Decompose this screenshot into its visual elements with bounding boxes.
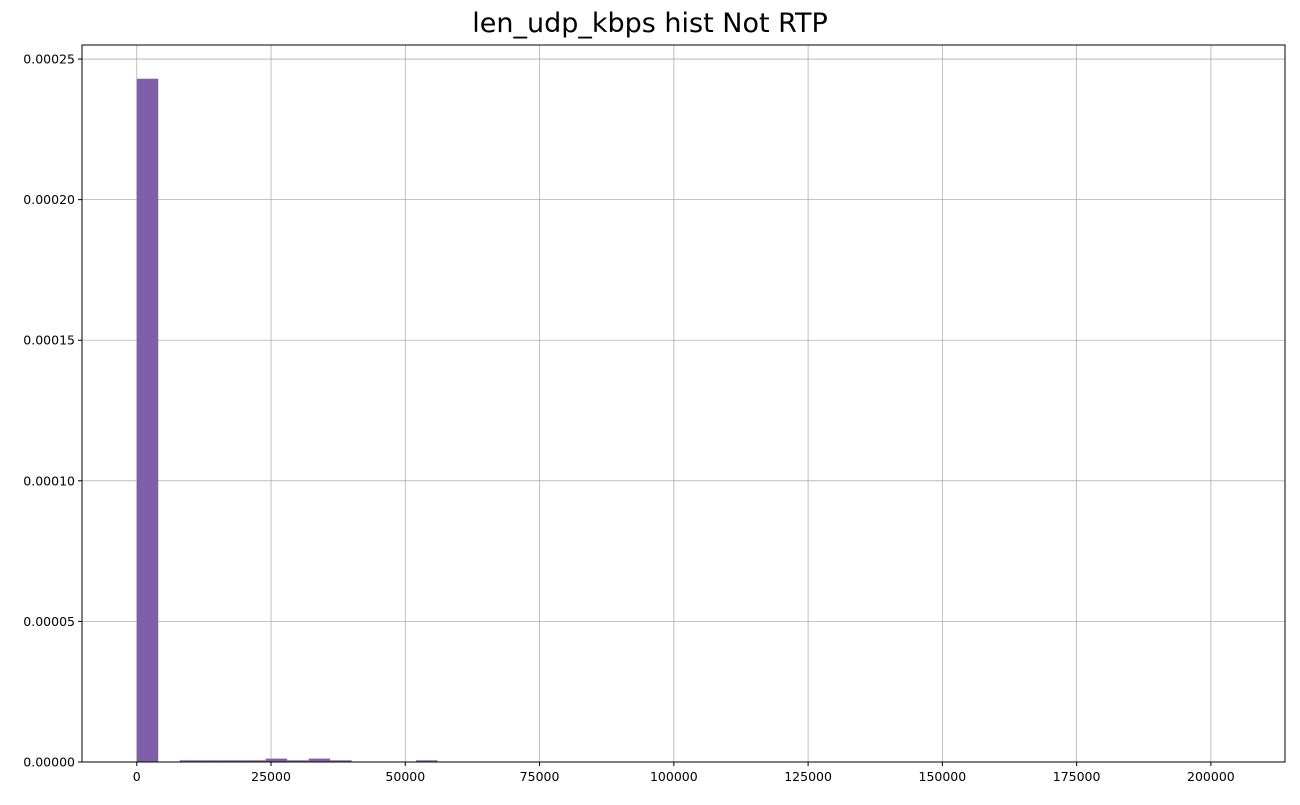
x-tick-label: 25000 [251,769,291,784]
histogram-bar [179,760,202,762]
x-tick-label: 200000 [1187,769,1235,784]
x-tick-label: 50000 [385,769,425,784]
histogram-bar [308,758,331,762]
y-tick-label: 0.00025 [23,52,75,67]
histogram-bar [416,760,438,762]
x-tick-label: 0 [133,769,141,784]
y-tick-label: 0.00010 [23,473,75,488]
axes-frame [81,44,1286,763]
histogram-bar [136,78,159,763]
y-tick-label: 0.00020 [23,192,75,207]
y-tick-label: 0.00015 [23,333,75,348]
x-tick-label: 125000 [784,769,832,784]
histogram-bar [222,760,245,762]
x-tick-label: 150000 [919,769,967,784]
histogram-bar [330,760,352,762]
histogram-bar [287,760,309,762]
x-tick-label: 100000 [650,769,698,784]
y-tick-label: 0.00005 [23,614,75,629]
histogram-bar [265,758,288,762]
y-tick-label: 0.00000 [23,755,75,770]
x-tick-label: 75000 [520,769,560,784]
chart-title: len_udp_kbps hist Not RTP [472,8,828,39]
x-tick-label: 175000 [1053,769,1101,784]
histogram-bar [244,760,266,762]
histogram-bar [201,760,223,762]
